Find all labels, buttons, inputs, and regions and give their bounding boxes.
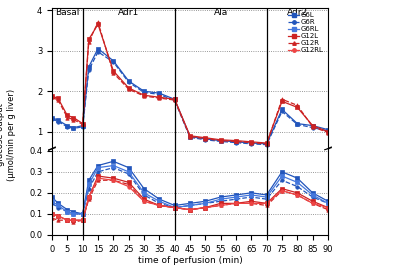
Text: Ala: Ala — [214, 8, 228, 17]
Text: Adr2: Adr2 — [287, 8, 308, 17]
Text: Basal: Basal — [55, 8, 80, 17]
Text: Adr1: Adr1 — [118, 8, 139, 17]
Text: glucose output
(μmol/min per g liver): glucose output (μmol/min per g liver) — [0, 89, 16, 181]
Legend: G6L, G6R, G6RL, G12L, G12R, G12RL: G6L, G6R, G6RL, G12L, G12R, G12RL — [288, 12, 324, 54]
X-axis label: time of perfusion (min): time of perfusion (min) — [138, 256, 242, 265]
